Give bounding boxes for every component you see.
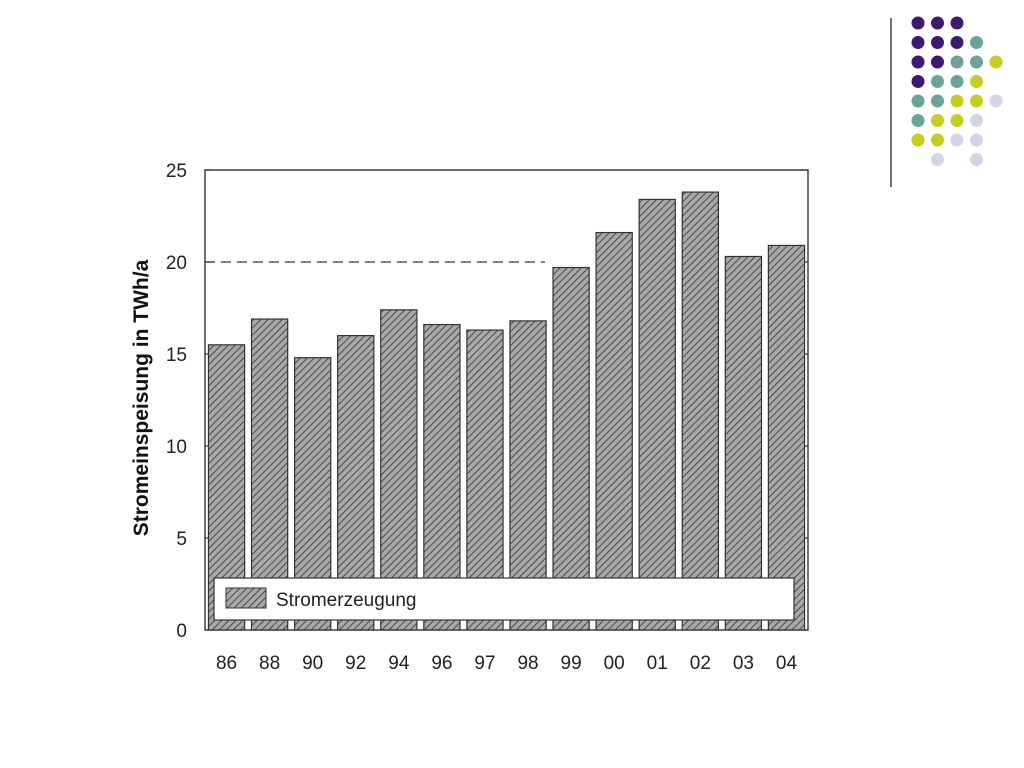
decor-dot — [970, 114, 983, 127]
x-axis: 86 88 90 92 94 96 97 98 99 00 01 02 03 04 — [216, 653, 797, 674]
decor-dot — [931, 36, 944, 49]
x-tick-label: 99 — [561, 653, 582, 674]
bar — [681, 191, 720, 631]
x-tick-label: 02 — [690, 653, 711, 674]
y-tick-label: 15 — [166, 345, 187, 366]
bar — [595, 231, 633, 631]
decor-dot — [911, 114, 925, 127]
decor-dot — [911, 133, 925, 147]
y-tick-label: 25 — [166, 161, 187, 182]
x-tick-label: 88 — [259, 653, 280, 674]
legend-swatch — [225, 587, 267, 609]
decor-dot — [970, 94, 983, 108]
decor-dot — [911, 36, 925, 49]
decor-dot — [911, 16, 925, 30]
x-tick-label: 94 — [388, 653, 410, 674]
x-tick-label: 98 — [517, 653, 538, 674]
x-tick-label: 97 — [474, 653, 495, 674]
bar — [724, 255, 763, 631]
y-axis-title: Stromeinspeisung in TWh/a — [130, 259, 153, 536]
bar — [380, 309, 418, 631]
bar — [552, 266, 590, 631]
decor-dot — [950, 55, 964, 69]
bar — [638, 198, 676, 631]
decor-dot — [950, 114, 964, 127]
x-tick-label: 04 — [776, 653, 798, 674]
decor-dot — [950, 16, 964, 30]
decor-dot — [931, 94, 944, 108]
decor-dot — [911, 94, 925, 108]
decor-dot — [950, 36, 964, 49]
decor-dot — [931, 55, 944, 69]
decor-dot — [931, 114, 944, 127]
y-tick-label: 5 — [176, 529, 187, 550]
legend-box — [213, 577, 795, 621]
plot-frame — [204, 169, 809, 631]
plot-border — [204, 169, 809, 631]
decor-dot — [989, 94, 1003, 108]
decor-dot — [931, 153, 944, 166]
decor-dot — [950, 94, 964, 108]
x-tick-label: 96 — [431, 653, 452, 674]
x-tick-label: 00 — [604, 653, 625, 674]
decor-dot — [950, 75, 964, 88]
decor-dot — [970, 75, 983, 88]
decor-dot — [931, 16, 944, 30]
x-tick-label: 03 — [733, 653, 754, 674]
decor-dot — [989, 55, 1003, 69]
x-tick-label: 86 — [216, 653, 237, 674]
y-tick-label: 20 — [166, 253, 187, 274]
decor-dot — [911, 75, 925, 88]
decor-dot — [931, 75, 944, 88]
decor-dot — [911, 55, 925, 69]
decor-dot — [970, 36, 983, 49]
y-tick-label: 10 — [166, 437, 187, 458]
decorative-dot-grid — [890, 16, 1003, 187]
decor-dot — [970, 55, 983, 69]
x-tick-label: 92 — [345, 653, 366, 674]
legend: Stromerzeugung — [213, 577, 795, 621]
y-tick-label: 0 — [176, 621, 187, 642]
x-tick-label: 90 — [302, 653, 323, 674]
bars — [207, 191, 806, 631]
decor-dot — [950, 133, 964, 147]
bar — [767, 244, 806, 631]
decor-dot — [931, 133, 944, 147]
decor-dot — [970, 153, 983, 166]
legend-label: Stromerzeugung — [276, 590, 416, 611]
x-tick-label: 01 — [647, 653, 668, 674]
decor-dot — [970, 133, 983, 147]
